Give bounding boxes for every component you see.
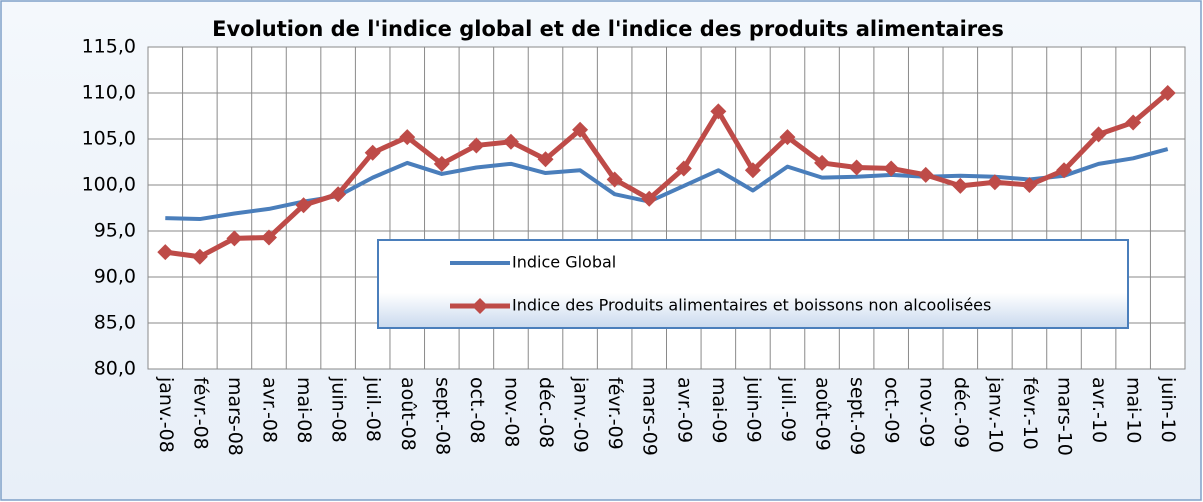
x-tick-label: déc.-09 <box>950 377 972 448</box>
marker <box>744 162 761 179</box>
x-tick-label: juil.-08 <box>362 376 384 442</box>
x-tick-label: déc.-08 <box>535 377 557 448</box>
legend-label: Indice Global <box>512 253 616 272</box>
y-tick-label: 115,0 <box>82 36 136 58</box>
marker <box>986 174 1003 191</box>
x-tick-label: juin-08 <box>328 376 350 443</box>
x-tick-label: oct.-09 <box>881 377 903 444</box>
y-tick-label: 90,0 <box>94 266 136 288</box>
marker <box>364 144 381 161</box>
y-tick-label: 110,0 <box>82 82 136 104</box>
x-tick-label: mars-08 <box>224 377 246 456</box>
x-tick-label: août-09 <box>812 377 834 451</box>
legend-marker <box>472 298 488 314</box>
marker <box>572 121 589 138</box>
y-tick-label: 85,0 <box>94 312 136 334</box>
marker <box>468 137 485 154</box>
marker <box>330 186 347 203</box>
x-tick-label: févr.-10 <box>1019 377 1041 450</box>
legend-box <box>377 239 1129 329</box>
marker <box>157 244 174 261</box>
marker <box>848 159 865 176</box>
x-tick-label: sept.-09 <box>846 377 868 455</box>
marker <box>433 155 450 172</box>
marker <box>399 129 416 146</box>
x-tick-label: août-08 <box>397 377 419 451</box>
marker <box>641 190 658 207</box>
y-tick-label: 95,0 <box>94 220 136 242</box>
marker <box>917 166 934 183</box>
x-tick-label: nov.-08 <box>500 377 522 448</box>
chart-title: Evolution de l'indice global et de l'ind… <box>212 17 1004 41</box>
marker <box>1021 177 1038 193</box>
marker <box>1159 85 1176 101</box>
x-tick-label: janv.-10 <box>984 376 1006 453</box>
x-tick-label: mai-10 <box>1123 377 1145 443</box>
x-tick-label: févr.-09 <box>604 377 626 450</box>
y-tick-label: 105,0 <box>82 128 136 150</box>
x-tick-label: janv.-08 <box>155 376 177 453</box>
x-tick-label: janv.-09 <box>570 376 592 453</box>
x-tick-label: juin-10 <box>1157 376 1179 443</box>
marker <box>952 177 969 194</box>
marker <box>779 129 796 146</box>
y-tick-label: 100,0 <box>82 174 136 196</box>
x-tick-label: avr.-10 <box>1088 377 1110 443</box>
x-tick-label: oct.-08 <box>466 377 488 444</box>
x-tick-label: mai-08 <box>293 377 315 443</box>
marker <box>191 248 208 265</box>
x-tick-label: nov.-09 <box>915 377 937 448</box>
x-tick-label: mars-09 <box>639 377 661 456</box>
marker <box>260 229 277 246</box>
marker <box>883 160 900 177</box>
x-tick-label: mai-09 <box>708 377 730 443</box>
marker <box>1090 126 1107 143</box>
marker <box>710 103 727 120</box>
x-tick-label: mars-10 <box>1054 377 1076 456</box>
legend-label: Indice des Produits alimentaires et bois… <box>512 296 991 315</box>
x-tick-label: févr.-08 <box>189 377 211 450</box>
x-tick-label: juil.-09 <box>777 376 799 442</box>
marker <box>675 160 692 177</box>
x-tick-label: sept.-08 <box>431 377 453 455</box>
marker <box>1125 114 1142 131</box>
marker <box>606 171 623 188</box>
y-tick-label: 80,0 <box>94 358 136 380</box>
marker <box>814 154 831 171</box>
x-tick-label: juin-09 <box>742 376 764 443</box>
marker <box>537 151 554 168</box>
marker <box>1056 162 1073 179</box>
marker <box>295 197 312 214</box>
x-tick-label: avr.-08 <box>258 377 280 443</box>
x-tick-label: avr.-09 <box>673 377 695 443</box>
marker <box>502 133 519 150</box>
marker <box>226 230 243 247</box>
